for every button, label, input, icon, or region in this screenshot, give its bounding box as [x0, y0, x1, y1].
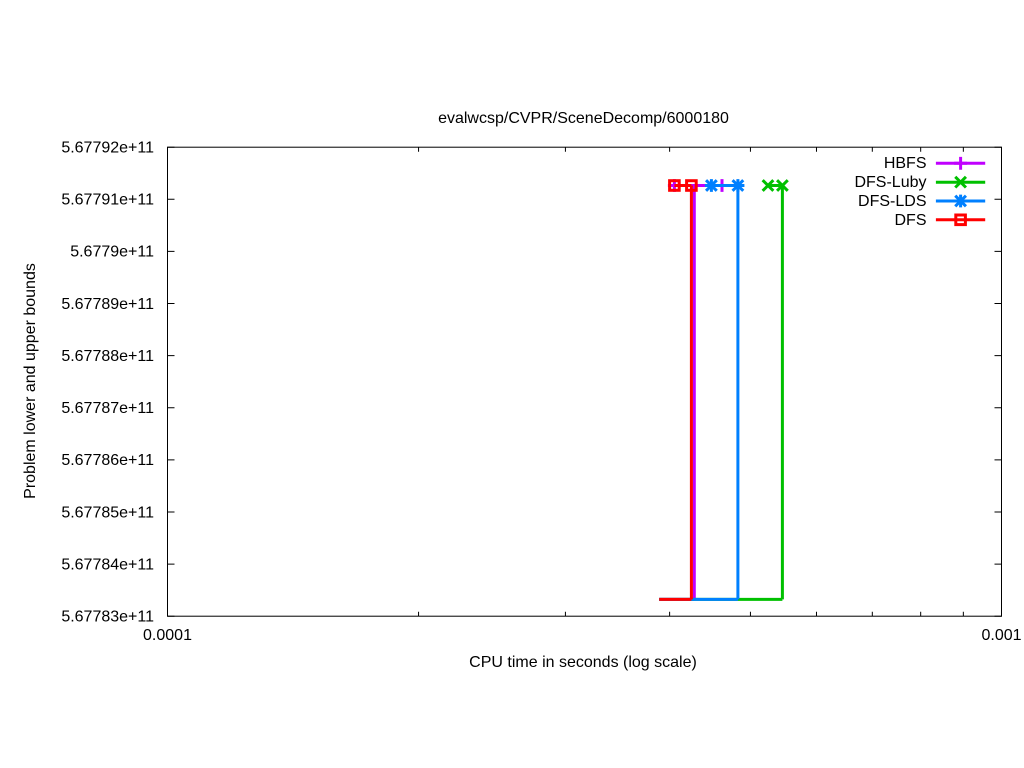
svg-text:5.67789e+11: 5.67789e+11 [61, 296, 154, 313]
svg-text:5.67788e+11: 5.67788e+11 [61, 348, 154, 365]
svg-text:HBFS: HBFS [884, 155, 927, 172]
svg-text:0.001: 0.001 [981, 627, 1021, 644]
svg-text:5.67784e+11: 5.67784e+11 [61, 556, 154, 573]
svg-text:0.0001: 0.0001 [143, 627, 192, 644]
svg-text:5.67783e+11: 5.67783e+11 [61, 609, 154, 626]
svg-text:DFS-LDS: DFS-LDS [858, 193, 926, 210]
svg-text:5.67786e+11: 5.67786e+11 [61, 452, 154, 469]
svg-text:CPU time in seconds (log scale: CPU time in seconds (log scale) [469, 654, 697, 671]
svg-text:5.67785e+11: 5.67785e+11 [61, 504, 154, 521]
svg-text:evalwcsp/CVPR/SceneDecomp/6000: evalwcsp/CVPR/SceneDecomp/6000180 [438, 110, 729, 127]
svg-text:5.67792e+11: 5.67792e+11 [61, 140, 154, 157]
svg-text:5.6779e+11: 5.6779e+11 [70, 244, 154, 261]
svg-text:Problem lower and upper bounds: Problem lower and upper bounds [22, 263, 39, 499]
svg-text:DFS-Luby: DFS-Luby [854, 174, 926, 191]
svg-text:5.67791e+11: 5.67791e+11 [61, 192, 154, 209]
svg-text:DFS: DFS [895, 212, 927, 229]
svg-text:5.67787e+11: 5.67787e+11 [61, 400, 154, 417]
